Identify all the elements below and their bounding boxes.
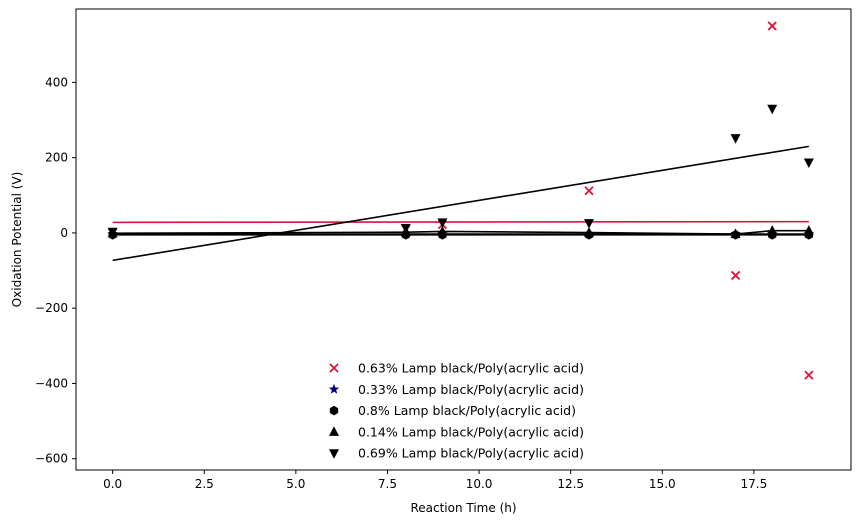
x-tick-label: 15.0: [649, 477, 676, 491]
data-point-series-4: [584, 227, 594, 237]
y-axis-label: Oxidation Potential (V): [10, 172, 24, 308]
fit-line-series-1: [112, 220, 809, 224]
x-tick-label: 17.5: [741, 477, 768, 491]
data-point-series-4: [437, 225, 448, 236]
y-tick-label: 400: [45, 75, 68, 89]
data-point-series-1: [767, 21, 777, 31]
x-tick-label: 10.0: [466, 477, 493, 491]
legend-marker-1: [329, 363, 339, 373]
x-axis: 0.0 2.5 5.0 7.5 10.0 12.5 15.0 17.5: [103, 470, 767, 491]
fit-line-series-5: [112, 145, 809, 262]
data-point-series-5: [107, 227, 118, 238]
plot-frame: [75, 8, 852, 471]
data-point-series-4: [730, 228, 741, 239]
data-point-series-1: [730, 270, 741, 281]
legend: 0.63% Lamp black/Poly(acrylic acid) 0.33%…: [328, 361, 584, 461]
x-axis-label: Reaction Time (h): [410, 501, 516, 515]
x-tick-label: 2.5: [195, 477, 214, 491]
legend-label-4: 0.14% Lamp black/Poly(acrylic acid): [358, 424, 584, 439]
fit-lines-layer: [112, 145, 809, 262]
legend-label-2: 0.33% Lamp black/Poly(acrylic acid): [358, 382, 584, 397]
legend-marker-4: [329, 426, 339, 436]
data-point-series-1: [584, 186, 594, 196]
y-axis: −600 −400 −200 0 200 400: [35, 75, 76, 466]
data-point-series-5: [584, 219, 594, 229]
data-point-series-5: [767, 104, 778, 115]
legend-marker-3: [329, 405, 339, 416]
data-points-layer: [107, 21, 815, 380]
y-tick-label: −200: [35, 301, 68, 315]
y-tick-label: −600: [35, 452, 68, 466]
x-tick-label: 12.5: [557, 477, 584, 491]
data-point-series-4: [767, 225, 778, 235]
data-point-series-5: [400, 224, 411, 234]
data-point-series-5: [437, 218, 448, 228]
data-point-series-5: [730, 134, 741, 144]
x-tick-label: 5.0: [286, 477, 305, 491]
legend-label-5: 0.69% Lamp black/Poly(acrylic acid): [358, 446, 584, 461]
legend-label-1: 0.63% Lamp black/Poly(acrylic acid): [358, 361, 584, 376]
y-tick-label: −400: [35, 376, 68, 390]
data-point-series-1: [804, 370, 814, 380]
legend-marker-2: [328, 383, 340, 394]
x-tick-label: 7.5: [378, 477, 397, 491]
x-tick-label: 0.0: [103, 477, 122, 491]
data-point-series-5: [803, 158, 814, 169]
legend-marker-5: [329, 449, 339, 459]
y-tick-label: 0: [60, 226, 68, 240]
legend-label-3: 0.8% Lamp black/Poly(acrylic acid): [358, 403, 576, 418]
data-point-series-4: [803, 225, 814, 235]
y-tick-label: 200: [45, 151, 68, 165]
